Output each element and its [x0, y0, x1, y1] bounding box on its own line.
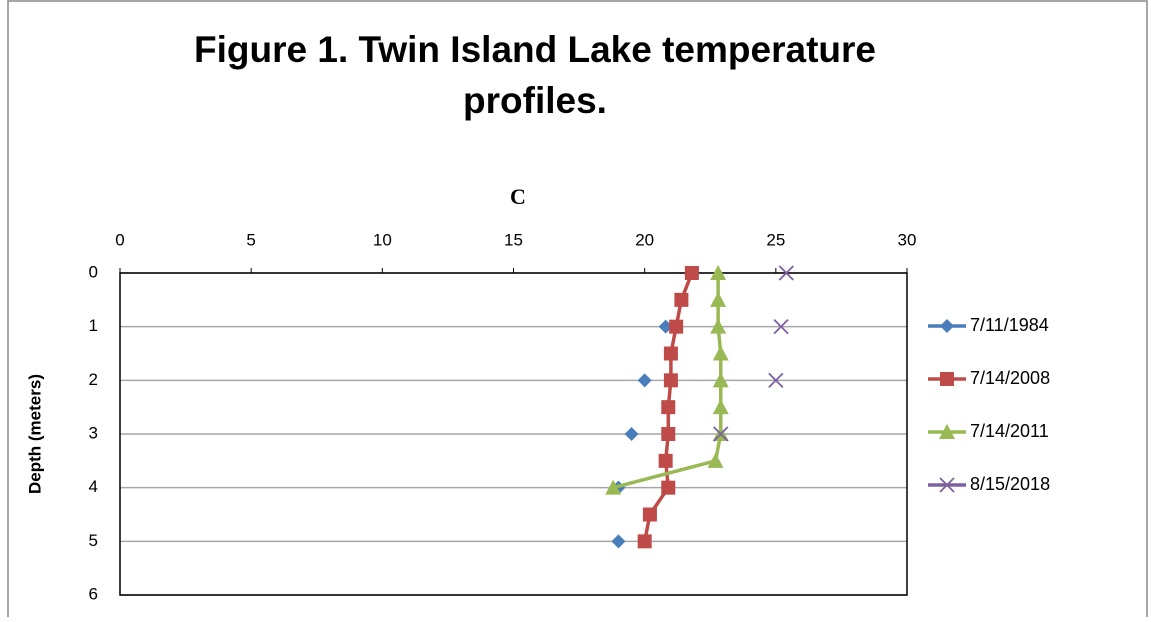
data-point: [773, 319, 789, 335]
data-point: [661, 400, 676, 415]
data-point: [669, 319, 684, 334]
legend-item: 8/15/2018: [928, 474, 1050, 494]
legend-marker: [940, 319, 954, 333]
plot-area: [119, 272, 908, 596]
data-point: [663, 373, 678, 388]
y-tick-label: 1: [89, 316, 98, 335]
y-axis-label: Depth (meters): [25, 374, 44, 494]
legend-item: 7/14/2008: [928, 368, 1050, 388]
legend-label: 7/14/2008: [970, 368, 1050, 388]
y-tick-label: 4: [89, 477, 98, 496]
data-point: [661, 427, 676, 441]
x-tick-label: 30: [898, 230, 917, 249]
legend-marker: [939, 477, 955, 493]
x-tick-label: 20: [635, 230, 654, 249]
data-point: [712, 345, 729, 361]
chart-title: profiles.: [463, 80, 607, 121]
data-point: [663, 346, 678, 361]
data-point: [684, 266, 699, 280]
legend-marker: [940, 372, 954, 386]
y-tick-label: 5: [89, 531, 98, 550]
data-point: [707, 452, 724, 468]
y-tick-label: 6: [89, 584, 98, 603]
x-tick-label: 5: [246, 230, 255, 249]
x-tick-label: 25: [766, 230, 785, 249]
data-point: [658, 453, 673, 468]
data-point: [713, 426, 729, 442]
data-point: [624, 427, 639, 441]
x-tick-label: 15: [504, 230, 523, 249]
data-point: [712, 372, 729, 388]
data-point: [642, 507, 657, 522]
legend-label: 7/11/1984: [970, 315, 1049, 335]
legend-marker: [939, 424, 955, 439]
x-tick-label: 0: [115, 230, 124, 249]
y-tick-label: 3: [89, 423, 98, 442]
x-tick-label: 10: [373, 230, 392, 249]
data-point: [611, 534, 626, 549]
data-point: [637, 373, 652, 388]
data-point: [710, 291, 727, 307]
data-point: [674, 292, 689, 307]
legend-item: 7/14/2011: [928, 421, 1049, 441]
chart-title: Figure 1. Twin Island Lake temperature: [194, 29, 876, 70]
data-point: [661, 480, 676, 495]
y-tick-label: 0: [89, 262, 98, 281]
y-tick-label: 2: [89, 370, 98, 389]
legend-item: 7/11/1984: [928, 315, 1049, 335]
legend-label: 7/14/2011: [970, 421, 1049, 441]
data-point: [637, 534, 652, 549]
legend-label: 8/15/2018: [970, 474, 1050, 494]
data-point: [605, 479, 622, 495]
x-axis-label: C: [510, 184, 526, 209]
data-point: [778, 265, 794, 281]
data-point: [710, 318, 727, 334]
data-point: [710, 265, 727, 280]
data-point: [768, 372, 784, 388]
data-point: [712, 399, 729, 415]
chart-frame: [7, 0, 1148, 617]
